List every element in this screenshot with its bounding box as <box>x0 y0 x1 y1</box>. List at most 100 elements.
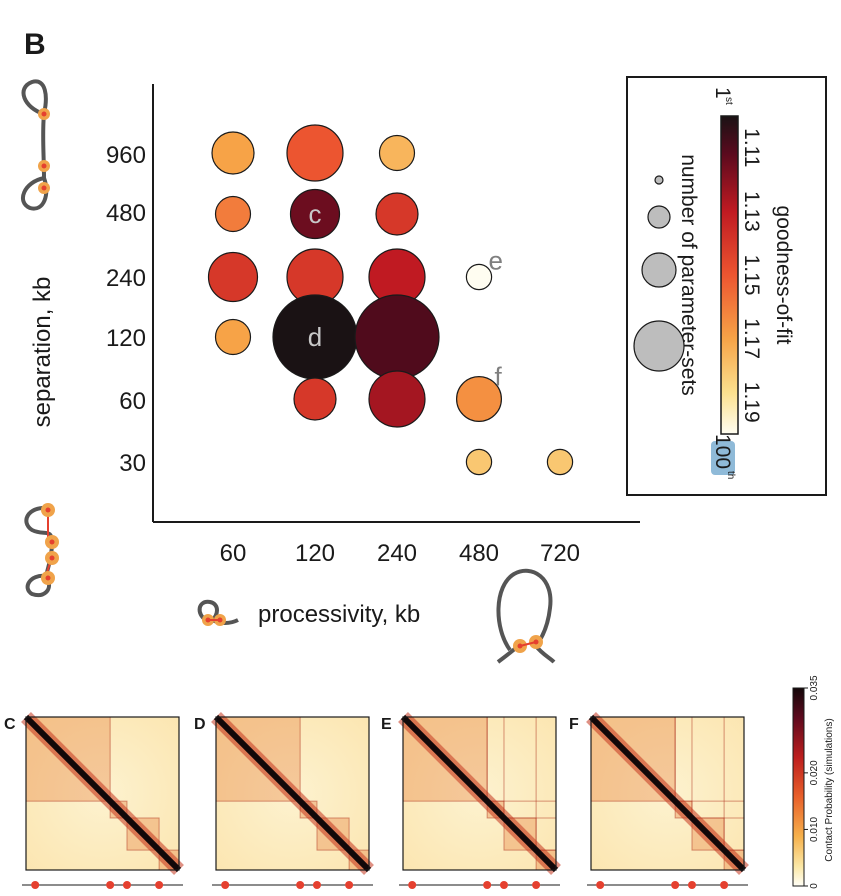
contact-colorbar: 0 0.010 0.020 0.035 Contact Probability (si… <box>792 675 835 889</box>
bubble-point <box>289 188 341 240</box>
contact-colorbar-tick-label: 0.035 <box>809 675 820 700</box>
ctcf-marker <box>687 881 696 889</box>
bubble-point <box>375 192 419 236</box>
bubble-label: f <box>494 362 502 392</box>
colorbar-top-label: 1 <box>711 87 734 99</box>
bubble-point <box>465 263 493 291</box>
bubble-series: c e d f <box>207 124 574 476</box>
heatmap-diagonal <box>400 714 559 873</box>
y-tick-label: 480 <box>106 200 146 227</box>
size-legend-marker <box>647 205 671 229</box>
colorbar-bottom-label: 100 <box>711 434 734 469</box>
size-legend-marker <box>654 175 664 185</box>
bubble-point <box>456 376 503 423</box>
fit-colorbar-tick-label: 1.17 <box>740 318 763 359</box>
bubble-point <box>286 124 344 182</box>
fit-colorbar-ticks: 1.11 1.13 1.15 1.17 1.19 <box>740 128 763 423</box>
ctcf-marker <box>221 881 230 889</box>
y-tick-label: 30 <box>119 450 146 477</box>
heatmap-diagonal <box>213 714 372 873</box>
ctcf-marker <box>483 881 492 889</box>
x-tick-label: 120 <box>295 540 335 567</box>
contact-colorbar-tick-label: 0.010 <box>809 816 820 841</box>
bubble-label: d <box>308 322 322 352</box>
x-tick-labels: 60 120 240 480 720 <box>220 540 580 567</box>
ctcf-marker <box>312 881 321 889</box>
heatmap-frame <box>215 716 370 871</box>
ctcf-marker <box>408 881 417 889</box>
ctcf-marker <box>31 881 40 889</box>
x-tick-label: 720 <box>540 540 580 567</box>
bubble-point <box>368 370 426 428</box>
bubble-point <box>214 318 252 356</box>
y-tick-label: 960 <box>106 142 146 169</box>
fit-colorbar <box>720 115 739 435</box>
size-legend-marker <box>641 252 677 288</box>
heatmap-frame <box>590 716 745 871</box>
heatmap-diagonal <box>588 714 747 873</box>
y-axis-title: separation, kb <box>29 277 56 428</box>
contact-colorbar-ticks: 0 0.010 0.020 0.035 <box>804 675 820 889</box>
ctcf-marker <box>106 881 115 889</box>
bubble-point <box>465 448 493 476</box>
contact-colorbar-tick-label: 0.020 <box>809 760 820 785</box>
ctcf-marker <box>155 881 164 889</box>
heatmap-panel-letter: E <box>381 716 392 733</box>
y-tick-label: 60 <box>119 388 146 415</box>
bubble-label: e <box>489 245 503 275</box>
panel-letter-b: B <box>24 28 46 61</box>
bubble-point <box>546 448 574 476</box>
x-tick-label: 480 <box>459 540 499 567</box>
colorbar-bottom-sup: th <box>725 471 736 479</box>
bubble-axes <box>152 84 640 523</box>
bubble-label: c <box>309 199 322 229</box>
bubble-point <box>211 131 255 175</box>
bubble-point <box>293 377 337 421</box>
contact-colorbar-label: Contact Probability (simulations) <box>824 718 835 861</box>
ctcf-marker <box>345 881 354 889</box>
legend: 1 st 100 th 1.11 1.13 1.15 1.17 1.19 goodnes… <box>626 76 827 496</box>
heatmap-panel: C <box>4 712 184 889</box>
contact-colorbar-tick-label: 0 <box>809 883 820 889</box>
x-tick-label: 240 <box>377 540 417 567</box>
fit-colorbar-tick-label: 1.19 <box>740 382 763 423</box>
heatmap-panel: E <box>381 712 561 889</box>
heatmap-row: C D E F <box>4 712 749 889</box>
ctcf-marker <box>720 881 729 889</box>
heatmap-panel-letter: F <box>569 716 579 733</box>
x-axis-title: processivity, kb <box>258 601 420 628</box>
ctcf-marker <box>122 881 131 889</box>
bubble-point <box>214 195 252 233</box>
ctcf-marker <box>499 881 508 889</box>
heatmap-panel-letter: C <box>4 716 16 733</box>
y-tick-labels: 960 480 240 120 60 30 <box>106 142 146 477</box>
loop-pair-icon <box>21 79 50 211</box>
y-tick-label: 240 <box>106 265 146 292</box>
heatmap-panel: F <box>569 712 749 889</box>
heatmap-frame <box>402 716 557 871</box>
stacked-loops-icon <box>24 503 59 597</box>
small-loop-icon <box>197 599 239 626</box>
bubble-point <box>354 294 440 380</box>
size-legend-marker <box>633 320 685 372</box>
x-tick-label: 60 <box>220 540 247 567</box>
ctcf-marker <box>671 881 680 889</box>
legend-title: goodness-of-fit <box>772 206 795 345</box>
bubble-point <box>378 134 416 172</box>
colorbar-top-sup: st <box>723 97 734 105</box>
heatmap-diagonal <box>23 714 182 873</box>
fit-colorbar-tick-label: 1.15 <box>740 255 763 296</box>
ctcf-marker <box>596 881 605 889</box>
ctcf-marker <box>296 881 305 889</box>
bubble-point <box>207 251 259 303</box>
heatmap-frame <box>25 716 180 871</box>
large-loop-icon <box>496 568 556 664</box>
fit-colorbar-tick-label: 1.13 <box>740 191 763 232</box>
legend-subtitle: number of parameter-sets <box>677 154 700 396</box>
fit-colorbar-tick-label: 1.11 <box>740 128 763 167</box>
heatmap-panel-letter: D <box>194 716 206 733</box>
heatmap-panel: D <box>194 712 374 889</box>
y-tick-label: 120 <box>106 325 146 352</box>
ctcf-marker <box>532 881 541 889</box>
